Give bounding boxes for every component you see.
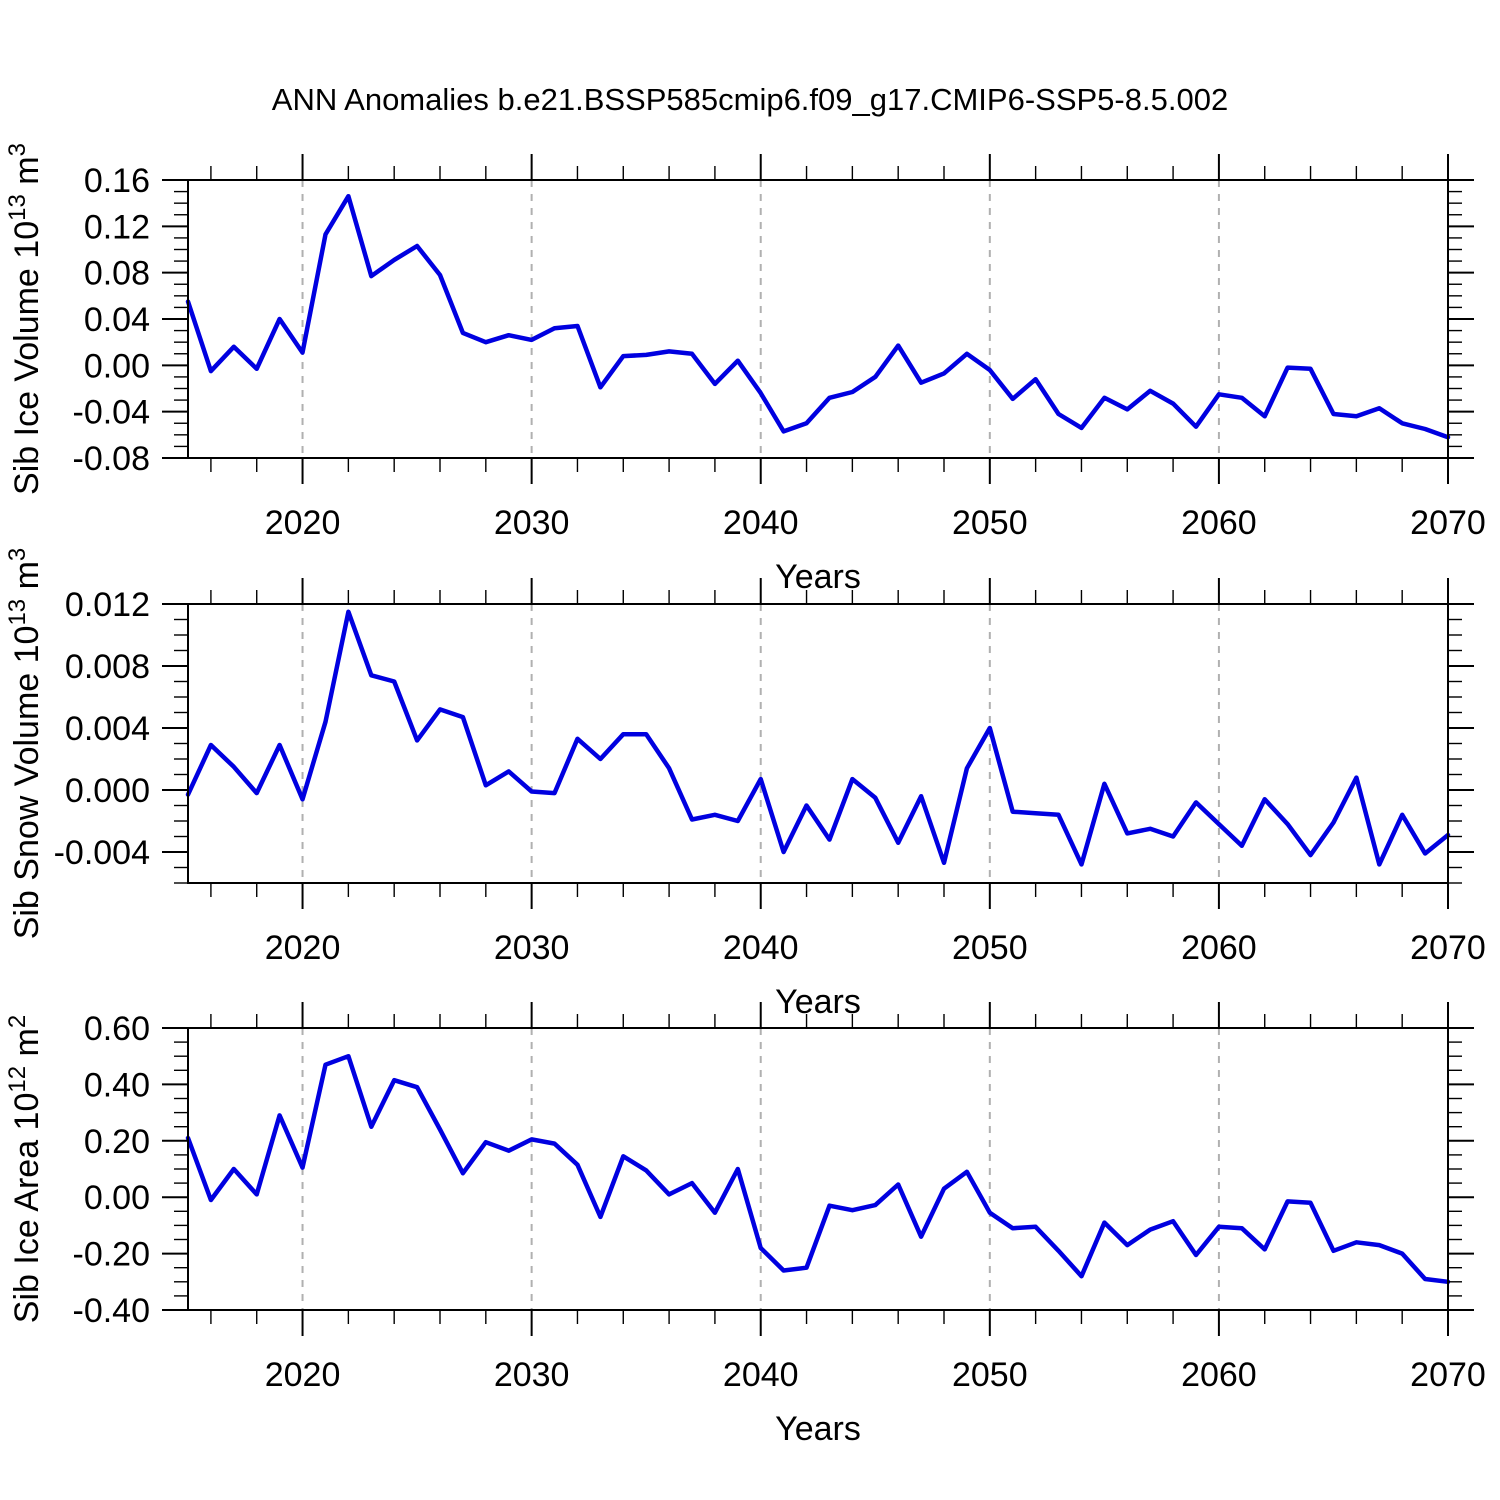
x-tick-label: 2020 bbox=[265, 504, 341, 542]
y-tick-label: 0.12 bbox=[84, 208, 150, 246]
gridlines bbox=[301, 180, 1220, 458]
chart-title: ANN Anomalies b.e21.BSSP585cmip6.f09_g17… bbox=[271, 82, 1229, 117]
y-tick-label: 0.012 bbox=[65, 586, 150, 624]
ticks bbox=[162, 154, 1474, 484]
y-tick-label: 0.04 bbox=[84, 301, 150, 339]
y-tick-label: 0.20 bbox=[84, 1123, 150, 1161]
x-axis-title: Years bbox=[775, 558, 861, 596]
data-line-sib-ice-area bbox=[185, 1053, 1451, 1285]
x-tick-label: 2040 bbox=[723, 929, 799, 967]
ticks bbox=[162, 578, 1474, 909]
data-line-sib-snow-volume bbox=[185, 609, 1451, 867]
y-tick-label: 0.16 bbox=[84, 162, 150, 200]
x-tick-label: 2030 bbox=[494, 929, 570, 967]
x-tick-label: 2040 bbox=[723, 1356, 799, 1394]
y-axis-title: Sib Ice Area 1012 m2 bbox=[4, 1015, 46, 1323]
x-axis-title: Years bbox=[775, 1410, 861, 1448]
y-tick-label: -0.04 bbox=[73, 394, 151, 432]
y-tick-label: 0.000 bbox=[65, 772, 150, 810]
plot-box bbox=[187, 603, 1449, 884]
y-tick-label: -0.20 bbox=[73, 1236, 151, 1274]
data-line-sib-ice-volume bbox=[185, 193, 1451, 440]
x-tick-label: 2050 bbox=[952, 504, 1028, 542]
x-tick-label: 2020 bbox=[265, 929, 341, 967]
y-tick-labels: -0.08 -0.04 0.00 0.04 0.08 0.12 0.16 bbox=[73, 162, 151, 478]
x-tick-label: 2030 bbox=[494, 1356, 570, 1394]
x-tick-label: 2060 bbox=[1181, 504, 1257, 542]
y-tick-label: 0.08 bbox=[84, 255, 150, 293]
x-axis-title: Years bbox=[775, 983, 861, 1021]
x-tick-label: 2070 bbox=[1410, 1356, 1486, 1394]
ticks bbox=[162, 1002, 1474, 1336]
plot-box bbox=[187, 1027, 1449, 1311]
gridlines bbox=[301, 1028, 1220, 1310]
y-axis-title: Sib Snow Volume 1013 m3 bbox=[4, 548, 46, 940]
y-tick-label: -0.004 bbox=[54, 834, 150, 872]
gridlines bbox=[301, 604, 1220, 883]
x-tick-label: 2060 bbox=[1181, 1356, 1257, 1394]
y-tick-label: 0.00 bbox=[84, 347, 150, 385]
y-tick-label: 0.00 bbox=[84, 1179, 150, 1217]
x-tick-label: 2070 bbox=[1410, 929, 1486, 967]
x-tick-label: 2020 bbox=[265, 1356, 341, 1394]
y-tick-labels: -0.004 0.000 0.004 0.008 0.012 bbox=[54, 586, 150, 872]
x-tick-labels: 2020 2030 2040 2050 2060 2070 bbox=[265, 929, 1486, 967]
x-tick-label: 2050 bbox=[952, 929, 1028, 967]
y-tick-label: 0.40 bbox=[84, 1066, 150, 1104]
y-tick-label: 0.008 bbox=[65, 648, 150, 686]
plot-box bbox=[187, 179, 1449, 459]
x-tick-label: 2060 bbox=[1181, 929, 1257, 967]
x-tick-label: 2050 bbox=[952, 1356, 1028, 1394]
x-tick-label: 2030 bbox=[494, 504, 570, 542]
y-axis-title: Sib Ice Volume 1013 m3 bbox=[4, 143, 46, 495]
y-tick-labels: -0.40 -0.20 0.00 0.20 0.40 0.60 bbox=[73, 1010, 151, 1330]
y-tick-label: -0.08 bbox=[73, 440, 151, 478]
y-tick-label: 0.004 bbox=[65, 710, 150, 748]
x-tick-labels: 2020 2030 2040 2050 2060 2070 bbox=[265, 1356, 1486, 1394]
x-tick-label: 2040 bbox=[723, 504, 799, 542]
y-tick-label: 0.60 bbox=[84, 1010, 150, 1048]
y-tick-label: -0.40 bbox=[73, 1292, 151, 1330]
x-tick-labels: 2020 2030 2040 2050 2060 2070 bbox=[265, 504, 1486, 542]
x-tick-label: 2070 bbox=[1410, 504, 1486, 542]
